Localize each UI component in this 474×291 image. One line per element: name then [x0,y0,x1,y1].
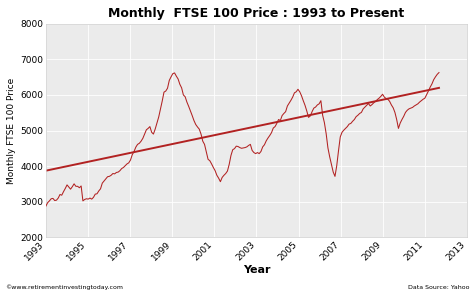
Y-axis label: Monthly FTSE 100 Price: Monthly FTSE 100 Price [7,77,16,184]
Title: Monthly  FTSE 100 Price : 1993 to Present: Monthly FTSE 100 Price : 1993 to Present [109,7,405,20]
Text: ©www.retirementinvestingtoday.com: ©www.retirementinvestingtoday.com [5,284,123,290]
Text: Data Source: Yahoo: Data Source: Yahoo [408,285,469,290]
X-axis label: Year: Year [243,265,270,275]
